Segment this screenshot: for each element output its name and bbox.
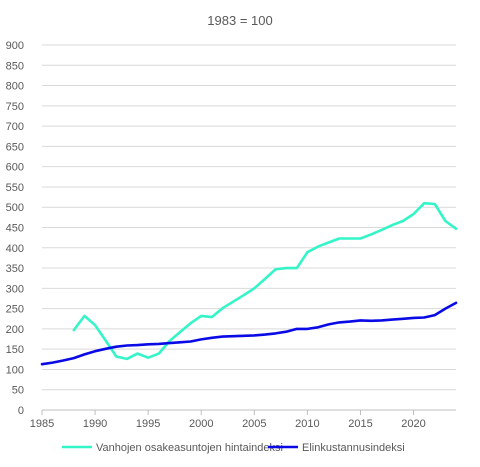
x-tick-label: 2010 (295, 418, 319, 430)
legend-label-1: Vanhojen osakeasuntojen hintaindeksi (96, 442, 283, 454)
gridlines (42, 44, 456, 391)
x-tick-label: 1990 (83, 418, 107, 430)
x-tick-label: 2020 (401, 418, 425, 430)
y-tick-label: 50 (12, 385, 24, 397)
y-tick-label: 350 (6, 263, 24, 275)
legend-label-2: Elinkustannusindeksi (302, 442, 405, 454)
x-tick-label: 1995 (136, 418, 160, 430)
series-lines (40, 201, 458, 366)
axes: 0 50 100 150 200 250 300 350 400 450 500 550 600 650 7… (6, 40, 456, 430)
series-line-2 (40, 301, 458, 366)
y-tick-label: 700 (6, 121, 24, 133)
x-tick-label: 2015 (348, 418, 372, 430)
y-tick-label: 550 (6, 182, 24, 194)
y-tick-label: 400 (6, 243, 24, 255)
y-tick-label: 150 (6, 344, 24, 356)
legend: Vanhojen osakeasuntojen hintaindeksi Elin… (62, 442, 405, 454)
y-tick-label: 650 (6, 141, 24, 153)
y-tick-label: 100 (6, 364, 24, 376)
x-tick-label: 1985 (30, 418, 54, 430)
x-tick-label: 2000 (189, 418, 213, 430)
y-tick-label: 0 (18, 405, 24, 417)
chart-title: 1983 = 100 (207, 13, 272, 28)
y-tick-label: 200 (6, 324, 24, 336)
y-tick-label: 500 (6, 202, 24, 214)
y-tick-label: 800 (6, 81, 24, 93)
y-tick-label: 850 (6, 60, 24, 72)
y-tick-label: 300 (6, 283, 24, 295)
x-tick-label: 2005 (242, 418, 266, 430)
y-tick-label: 450 (6, 223, 24, 235)
y-tick-label: 750 (6, 101, 24, 113)
y-tick-label: 250 (6, 304, 24, 316)
series-line-1 (72, 201, 458, 361)
y-tick-label: 900 (6, 40, 24, 52)
y-tick-label: 600 (6, 162, 24, 174)
